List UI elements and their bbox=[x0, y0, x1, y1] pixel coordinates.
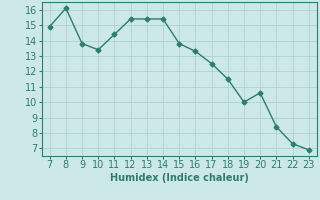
X-axis label: Humidex (Indice chaleur): Humidex (Indice chaleur) bbox=[110, 173, 249, 183]
